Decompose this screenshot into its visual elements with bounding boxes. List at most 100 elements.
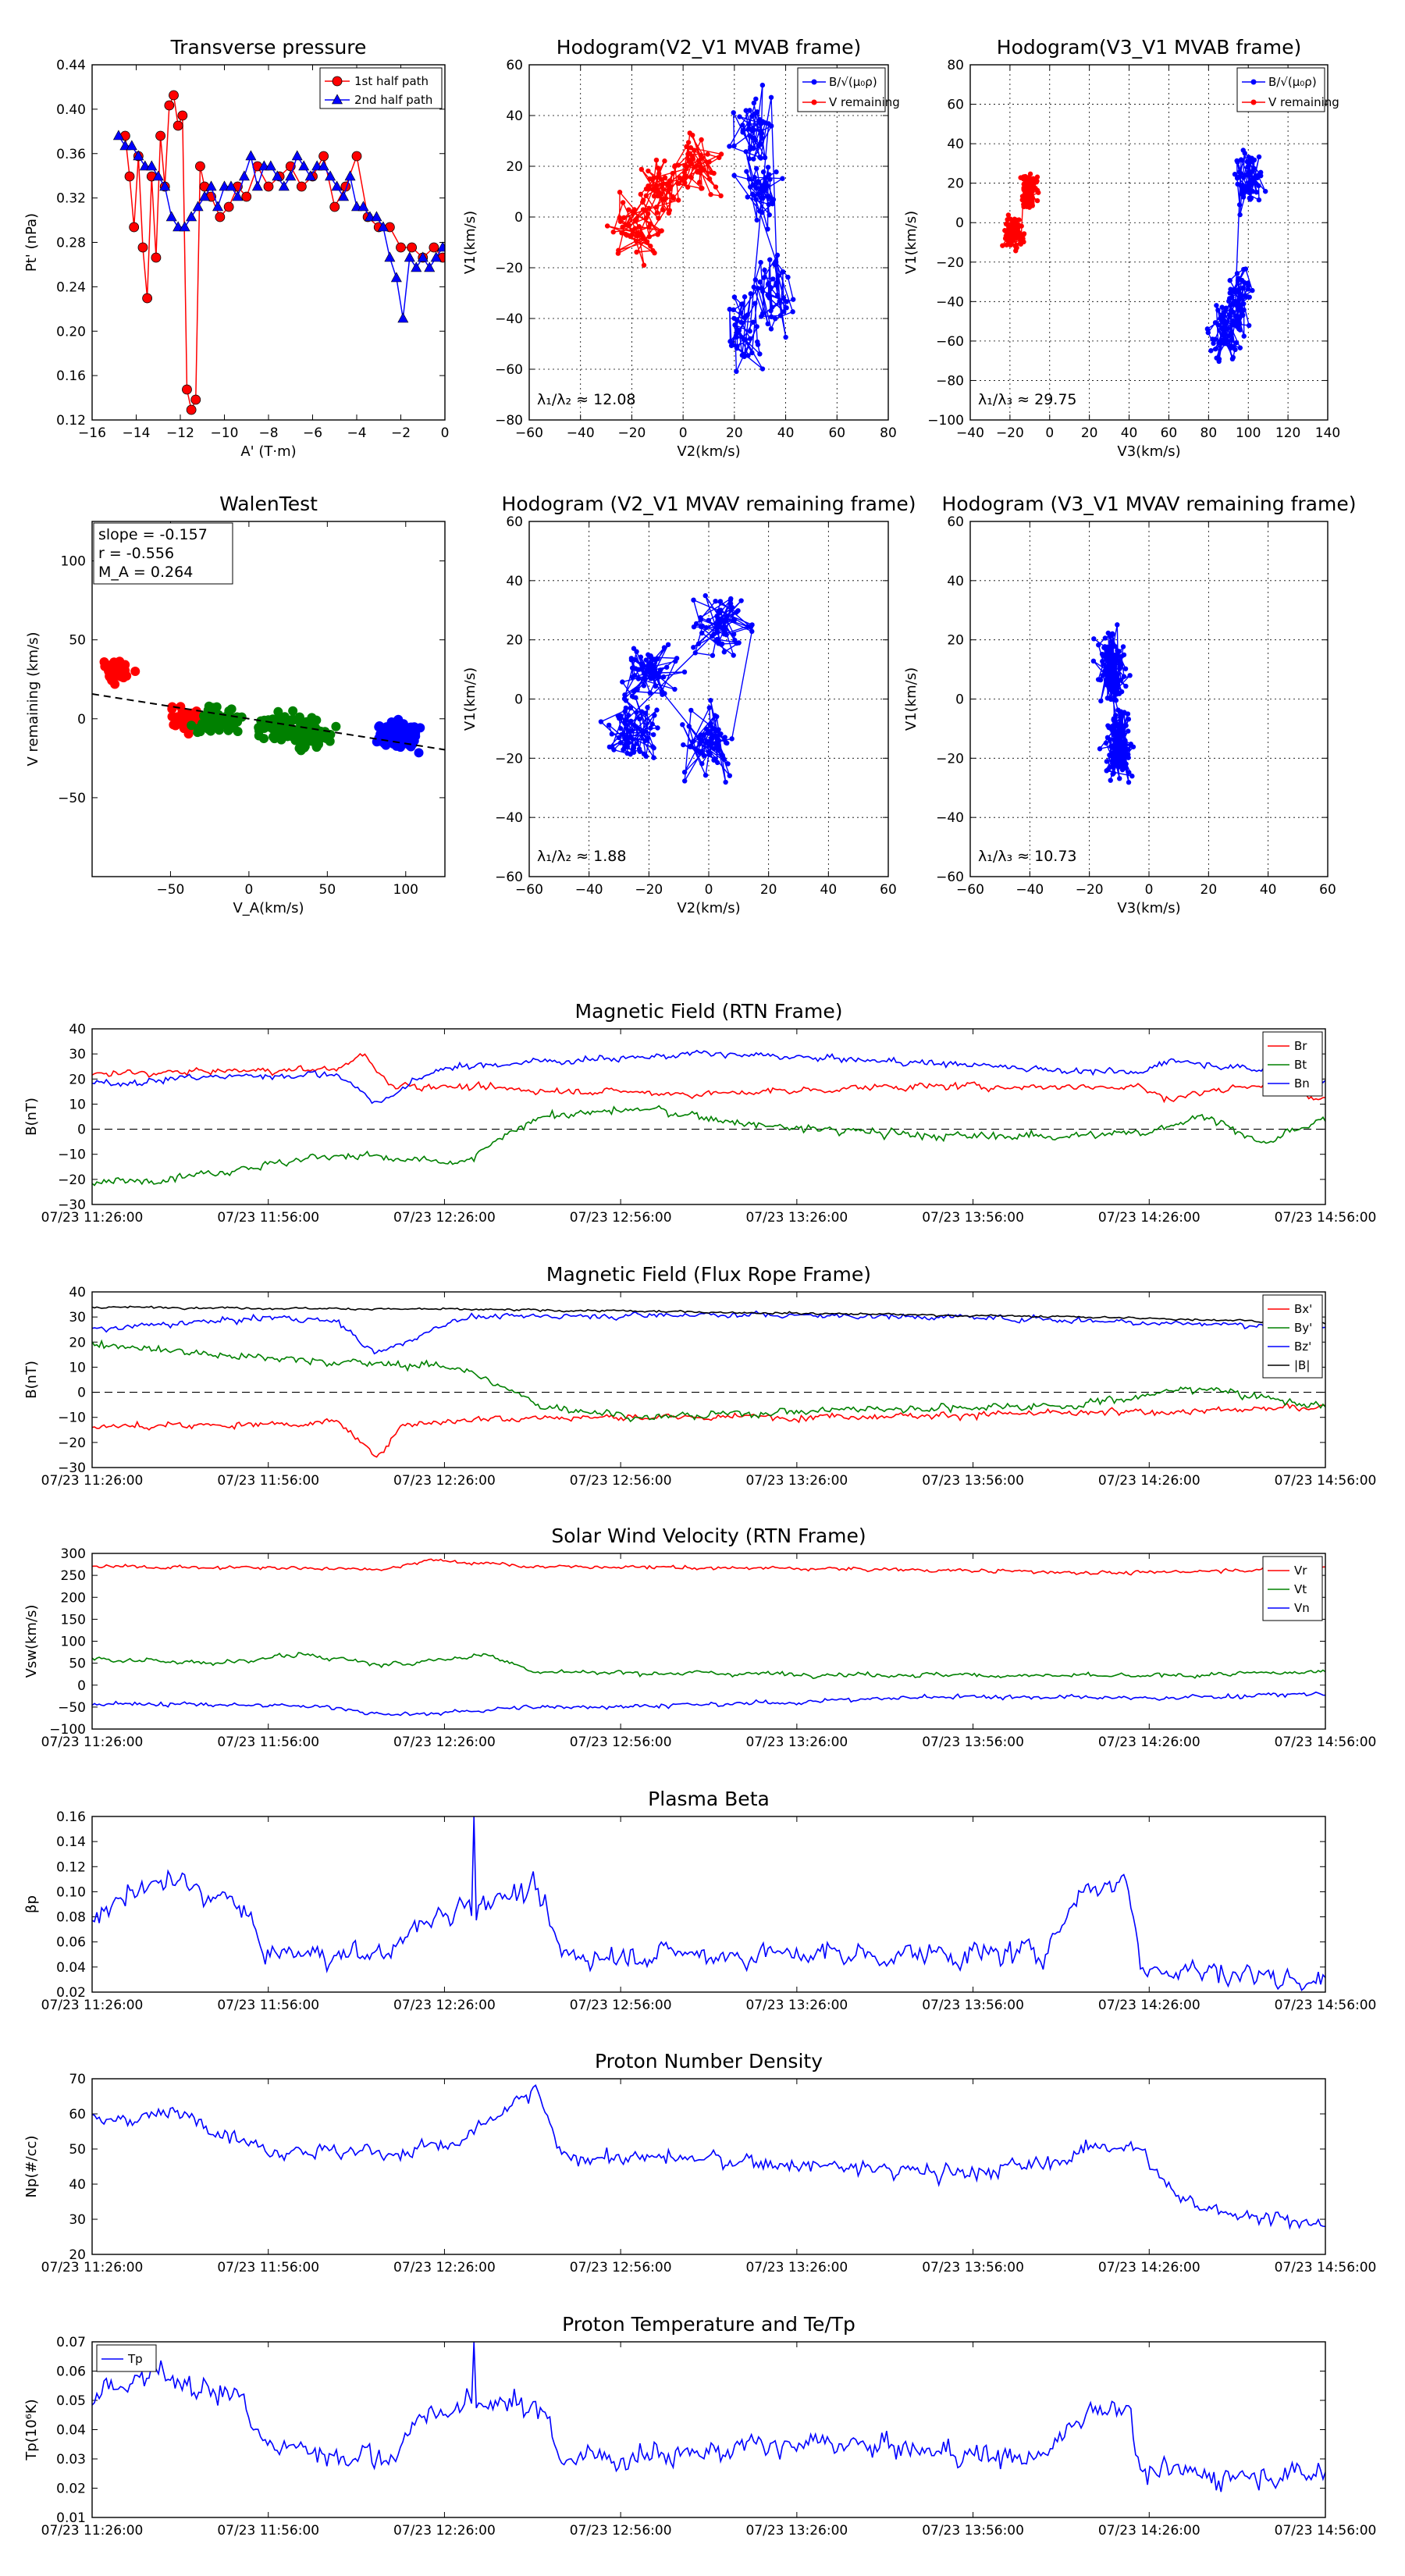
hodogram-point	[1246, 180, 1252, 186]
chart-bfr: Magnetic Field (Flux Rope Frame) B(nT) 07/…	[23, 1263, 1376, 1489]
hodogram-point	[700, 732, 706, 738]
hodogram-point	[640, 199, 646, 205]
hodogram-point	[661, 674, 667, 680]
chart-hr31: Hodogram (V3_V1 MVAV remaining frame) V1(…	[903, 493, 1356, 916]
hodogram-point	[662, 175, 668, 180]
hodogram-point	[718, 607, 724, 613]
hodogram-point	[699, 630, 705, 636]
hodogram-point	[670, 195, 677, 201]
hodogram-point	[1232, 172, 1238, 177]
eigenvalue-ratio: λ₁/λ₂ ≈ 1.88	[537, 848, 626, 865]
chart-title: Proton Number Density	[595, 2050, 823, 2073]
walen-point	[375, 729, 386, 739]
hodogram-point	[1112, 749, 1118, 756]
hodogram-point	[617, 740, 624, 745]
hodogram-point	[698, 152, 703, 158]
hodogram-point	[1223, 305, 1229, 311]
hodogram-point	[625, 740, 631, 746]
data-point	[119, 140, 131, 151]
x-axis-label: V2(km/s)	[677, 900, 740, 916]
hodogram-point	[622, 708, 628, 714]
hodogram-point	[780, 269, 785, 275]
legend: B/√(μ₀ρ) V remaining	[797, 67, 900, 112]
x-tick-label: −20	[635, 882, 663, 898]
legend-marker	[332, 76, 343, 87]
data-point	[278, 180, 290, 191]
y-tick-label: −50	[58, 791, 86, 806]
data-point	[146, 160, 158, 171]
x-tick-label: 07/23 13:26:00	[745, 2260, 848, 2275]
plot-frame	[91, 64, 446, 421]
hodogram-point	[1112, 745, 1118, 752]
hodogram-point	[685, 151, 691, 157]
walen-point	[414, 748, 424, 758]
hodogram-point	[730, 342, 736, 348]
hodogram-point	[681, 778, 688, 784]
hodogram-point	[637, 749, 643, 754]
hodogram-point	[1220, 338, 1225, 344]
x-tick-label: −14	[123, 425, 151, 441]
data-point	[350, 201, 363, 212]
legend-box	[1262, 1294, 1323, 1379]
chart-pt: Transverse pressure Pt' (nPa) A' (T·m) −16 −…	[23, 36, 449, 460]
data-point	[338, 190, 350, 201]
y-tick-label: −60	[936, 334, 964, 350]
chart-h21: Hodogram(V2_V1 MVAB frame) V1(km/s) V2(km/…	[462, 36, 900, 460]
hodogram-point	[1112, 732, 1117, 738]
plot-frame	[969, 521, 1329, 877]
data-point	[133, 150, 144, 161]
hodogram-point	[727, 600, 734, 607]
hodogram-point	[777, 298, 782, 304]
hodogram-point	[742, 294, 748, 300]
x-tick-label: 07/23 11:56:00	[217, 1735, 319, 1750]
hodogram-point	[681, 769, 688, 775]
hodogram-point	[1239, 186, 1245, 192]
plot-frame	[528, 64, 889, 421]
hodogram-point	[731, 143, 737, 149]
hodogram-point	[702, 772, 709, 778]
chart-title: Magnetic Field (RTN Frame)	[575, 1000, 843, 1023]
hodogram-point	[1227, 311, 1233, 317]
hodogram-point	[632, 656, 638, 663]
hodogram-point	[773, 316, 778, 322]
legend: Bx' By' Bz' |B|	[1262, 1294, 1323, 1379]
x-tick-label: −8	[258, 425, 278, 441]
y-tick-label: 40	[947, 137, 964, 152]
hodogram-point	[690, 156, 696, 162]
y-tick-label: 40	[947, 574, 964, 589]
hodogram-point	[1222, 326, 1228, 332]
hodogram-point	[692, 650, 699, 656]
hodogram-point	[1250, 287, 1255, 294]
hodogram-point	[1101, 668, 1108, 674]
hodogram-point	[695, 641, 702, 646]
hodogram-point	[761, 275, 767, 280]
y-tick-label: 0.16	[56, 1809, 86, 1825]
x-tick-label: 0	[441, 425, 450, 441]
hodogram-point	[638, 667, 645, 672]
hodogram-point	[643, 215, 649, 221]
plot-frame	[91, 1291, 1326, 1468]
data-point	[195, 161, 205, 172]
chart-hr21: Hodogram (V2_V1 MVAV remaining frame) V1(…	[462, 493, 916, 916]
walen-point	[374, 722, 384, 732]
hodogram-point	[699, 186, 704, 191]
hodogram-point	[1236, 321, 1243, 327]
hodogram-point	[727, 339, 733, 344]
hodogram-point	[624, 750, 630, 756]
hodogram-point	[773, 283, 779, 288]
hodogram-point	[1108, 653, 1113, 659]
data-point	[151, 252, 162, 263]
hodogram-point	[1111, 770, 1116, 776]
data-point	[417, 251, 429, 262]
data-point	[190, 394, 201, 405]
hodogram-point	[766, 201, 771, 208]
x-tick-label: 07/23 11:56:00	[217, 1998, 319, 2013]
hodogram-point	[656, 189, 661, 194]
legend-label: Vn	[1294, 1601, 1310, 1615]
data-point	[192, 201, 204, 212]
hodogram-point	[1211, 340, 1216, 347]
hodogram-point	[1112, 685, 1117, 691]
hodogram-point	[734, 334, 739, 340]
hodogram-point	[698, 169, 704, 174]
hodogram-point	[749, 113, 755, 119]
